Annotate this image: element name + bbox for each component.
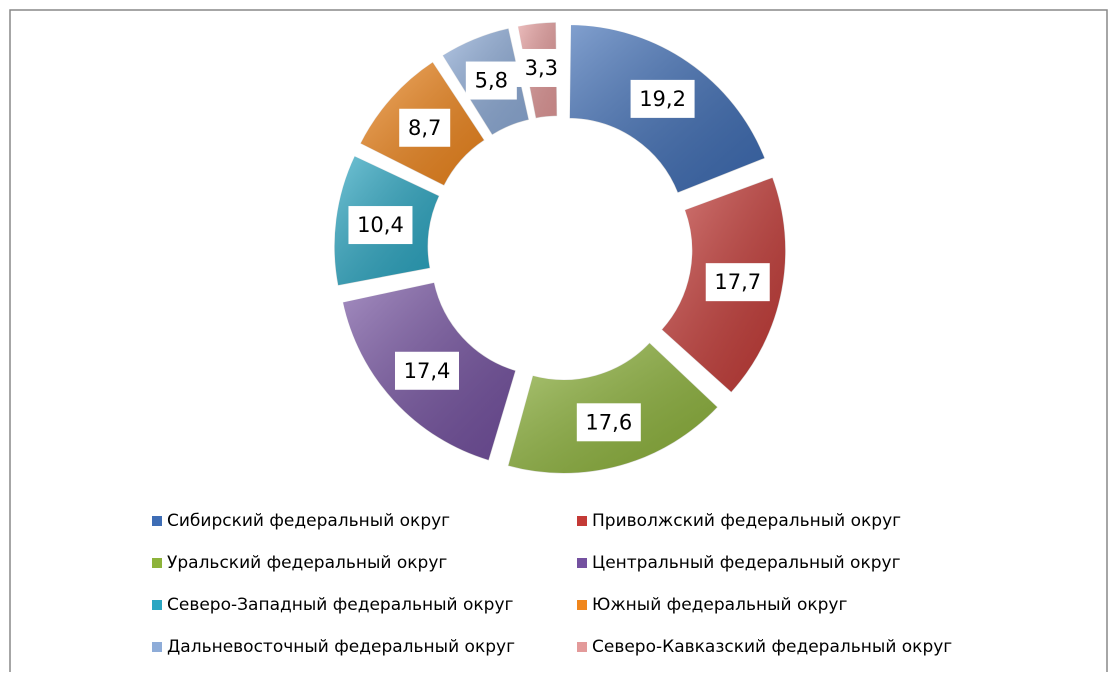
data-label: 8,7 [408, 116, 441, 140]
data-label: 10,4 [357, 213, 404, 237]
label-box [394, 351, 459, 390]
label-box [576, 403, 641, 442]
legend-swatch [577, 642, 587, 652]
legend-swatch [152, 516, 162, 526]
data-label: 19,2 [639, 87, 686, 111]
legend-label: Сибирский федеральный округ [167, 511, 450, 531]
data-label: 3,3 [525, 56, 558, 80]
label-box [465, 61, 517, 100]
legend-label: Южный федеральный округ [592, 595, 847, 615]
legend-label: Северо-Западный федеральный округ [167, 595, 514, 615]
legend-label: Центральный федеральный округ [592, 553, 901, 573]
legend-swatch [152, 600, 162, 610]
legend-label: Дальневосточный федеральный округ [167, 637, 515, 657]
label-box [630, 79, 695, 118]
label-box [399, 108, 451, 147]
legend-swatch [152, 558, 162, 568]
legend-label: Уральский федеральный округ [167, 553, 447, 573]
label-box [348, 206, 413, 245]
legend-swatch [577, 558, 587, 568]
legend-swatch [577, 600, 587, 610]
legend-label: Приволжский федеральный округ [592, 511, 901, 531]
legend-swatch [152, 642, 162, 652]
data-label: 5,8 [475, 69, 508, 93]
label-box [515, 48, 567, 87]
data-label: 17,6 [585, 410, 632, 434]
legend-swatch [577, 516, 587, 526]
data-label: 17,7 [714, 270, 761, 294]
data-label: 17,4 [404, 359, 451, 383]
chart-border [9, 9, 1108, 676]
label-box [705, 263, 770, 302]
legend-label: Северо-Кавказский федеральный округ [592, 637, 952, 657]
